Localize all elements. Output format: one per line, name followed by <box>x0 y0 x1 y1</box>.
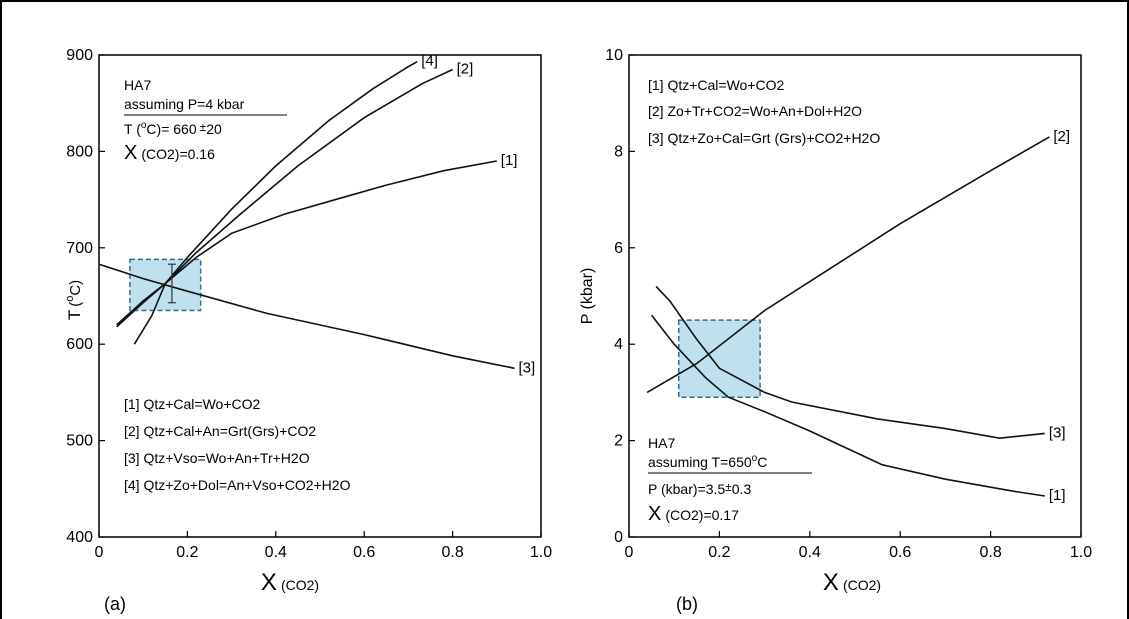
y-tick-label-b: 0 <box>614 529 623 546</box>
series-end-labels-a: [1] [2] [3] [4] <box>421 53 535 377</box>
info-pressure-b: P (kbar)=3.5±0.3 <box>648 480 751 497</box>
info-xco2-b: X (CO2)=0.17 <box>648 503 739 525</box>
info-title-b: HA7 <box>648 435 675 451</box>
y-tick-label-a: 700 <box>66 240 93 257</box>
series-line-a4 <box>133 61 418 345</box>
ylabel-b: P (kbar) <box>579 268 596 325</box>
info-title-a: HA7 <box>124 77 151 93</box>
legend-item-b2: [2] Zo+Tr+CO2=Wo+An+Dol+H2O <box>648 103 862 119</box>
series-end-label-b1: [1] <box>1049 487 1066 504</box>
info-temperature-a: T (oC)= 660 ±20 <box>124 120 222 137</box>
legend-item-a3: [3] Qtz+Vso=Wo+An+Tr+H2O <box>124 450 310 466</box>
series-line-a3 <box>98 263 515 370</box>
ylabel-a: T(oC) <box>64 280 84 320</box>
x-ticks-b: 0 0.2 0.4 0.6 0.8 1.0 <box>625 531 1092 561</box>
series-end-label-a1: [1] <box>501 152 518 169</box>
series-group-b <box>646 136 1050 497</box>
xlabel-a: X (CO2) <box>261 569 319 596</box>
panel-label-a: (a) <box>104 594 126 614</box>
series-line-b1 <box>650 314 1045 497</box>
plot-frame-b <box>628 54 1082 538</box>
x-tick-label-b: 0.6 <box>889 544 911 561</box>
info-assumption-b: assuming T=650oC <box>648 453 767 470</box>
legend-item-a2: [2] Qtz+Cal+An=Grt(Grs)+CO2 <box>124 423 316 439</box>
y-tick-label-a: 900 <box>66 47 93 64</box>
x-ticks-a: 0 0.2 0.4 0.6 0.8 1.0 <box>95 531 552 561</box>
x-tick-label-b: 0.4 <box>799 544 821 561</box>
series-line-a2 <box>116 68 453 328</box>
y-tick-label-a: 600 <box>66 336 93 353</box>
series-end-label-a4: [4] <box>421 53 438 70</box>
info-assumption-a: assuming P=4 kbar <box>124 96 245 112</box>
x-tick-label-a: 0 <box>95 544 104 561</box>
legend-item-b3: [3] Qtz+Zo+Cal=Grt (Grs)+CO2+H2O <box>648 130 880 146</box>
x-tick-label-b: 1.0 <box>1070 544 1092 561</box>
x-tick-label-a: 0.2 <box>176 544 198 561</box>
x-tick-label-a: 0.4 <box>265 544 287 561</box>
series-end-label-b3: [3] <box>1049 424 1066 441</box>
legend-item-a4: [4] Qtz+Zo+Dol=An+Vso+CO2+H2O <box>124 477 351 493</box>
panel-label-b: (b) <box>676 594 698 614</box>
x-tick-label-a: 1.0 <box>530 544 552 561</box>
series-group-a <box>98 61 515 370</box>
x-tick-label-b: 0.8 <box>979 544 1001 561</box>
series-line-b2 <box>646 136 1050 394</box>
y-tick-label-b: 2 <box>614 433 623 450</box>
legend-item-b1: [1] Qtz+Cal=Wo+CO2 <box>648 77 785 93</box>
x-tick-label-b: 0 <box>625 544 634 561</box>
info-xco2-a: X (CO2)=0.16 <box>124 142 215 164</box>
panel-b: 0 0.2 0.4 0.6 0.8 1.0 0 2 4 6 8 10 [1] [2] [3] P (kb… <box>579 47 1092 614</box>
series-end-label-b2: [2] <box>1053 128 1070 145</box>
y-tick-label-a: 800 <box>66 143 93 160</box>
y-tick-label-b: 10 <box>605 47 623 64</box>
y-ticks-b: 0 2 4 6 8 10 <box>605 47 635 546</box>
legend-item-a1: [1] Qtz+Cal=Wo+CO2 <box>124 396 261 412</box>
xlabel-b: X (CO2) <box>823 569 881 596</box>
plot-frame-a <box>98 54 542 538</box>
y-tick-label-a: 400 <box>66 529 93 546</box>
y-tick-label-a: 500 <box>66 433 93 450</box>
y-tick-label-b: 6 <box>614 240 623 257</box>
y-tick-label-b: 4 <box>614 336 623 353</box>
y-ticks-a: 400 500 600 700 800 900 <box>66 47 105 546</box>
series-line-b3 <box>655 285 1045 440</box>
series-end-label-a3: [3] <box>518 359 535 376</box>
x-tick-label-b: 0.2 <box>708 544 730 561</box>
x-tick-label-a: 0.6 <box>353 544 375 561</box>
y-tick-label-b: 8 <box>614 143 623 160</box>
error-bar-a <box>167 263 176 304</box>
series-end-labels-b: [1] [2] [3] <box>1049 128 1070 504</box>
x-tick-label-a: 0.8 <box>441 544 463 561</box>
series-end-label-a2: [2] <box>457 60 474 77</box>
